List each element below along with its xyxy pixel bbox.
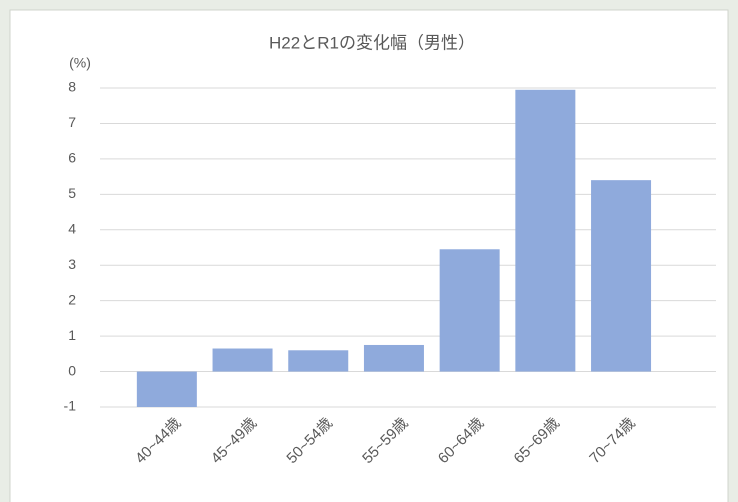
y-tick-label: 8 — [68, 79, 76, 95]
y-tick-label: 1 — [68, 327, 76, 343]
bar — [212, 348, 273, 372]
chart-title: H22とR1の変化幅（男性） — [269, 33, 475, 52]
y-axis-label: (%) — [69, 55, 91, 71]
bar — [439, 249, 500, 372]
bar — [591, 180, 652, 372]
bar — [363, 344, 424, 372]
y-tick-label: 0 — [68, 362, 76, 378]
bar — [515, 89, 576, 372]
y-tick-label: -1 — [64, 398, 77, 414]
y-tick-label: 7 — [68, 114, 76, 130]
y-tick-label: 6 — [68, 150, 76, 166]
bar — [136, 371, 197, 407]
y-tick-label: 4 — [68, 220, 76, 236]
y-tick-label: 5 — [68, 185, 76, 201]
y-tick-label: 2 — [68, 291, 76, 307]
bar — [288, 350, 349, 372]
y-tick-label: 3 — [68, 256, 76, 272]
